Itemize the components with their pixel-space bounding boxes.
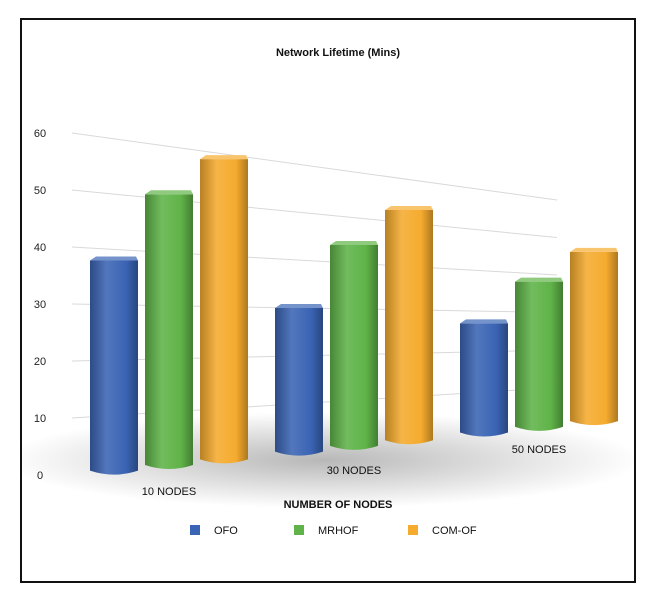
legend-swatch xyxy=(294,525,304,535)
y-tick-label: 50 xyxy=(34,185,46,197)
legend-swatch xyxy=(190,525,200,535)
legend: OFO MRHOF COM-OF xyxy=(190,525,477,537)
bar-com-of-3 xyxy=(570,247,618,426)
y-axis-ticks: 0 10 20 30 40 50 60 xyxy=(34,128,46,482)
y-tick-label: 30 xyxy=(34,299,46,311)
legend-label: MRHOF xyxy=(318,525,359,537)
bar-mrhof-1 xyxy=(145,190,193,469)
chart-frame: Network Lifetime (Mins) 0 10 20 30 40 50 60 10… xyxy=(20,18,636,583)
x-tick-label: 10 NODES xyxy=(142,486,196,498)
legend-swatch xyxy=(408,525,418,535)
bar-ofo-1 xyxy=(90,256,138,475)
gridline xyxy=(71,246,558,276)
y-tick-label: 0 xyxy=(37,470,43,482)
bar-ofo-3 xyxy=(460,319,508,437)
legend-item-com-of: COM-OF xyxy=(408,525,477,537)
gridline xyxy=(71,189,558,238)
y-tick-label: 10 xyxy=(34,413,46,425)
bars xyxy=(90,155,618,475)
legend-label: OFO xyxy=(214,525,238,537)
legend-item-mrhof: MRHOF xyxy=(294,525,359,537)
bar-ofo-2 xyxy=(275,303,323,456)
y-tick-label: 60 xyxy=(34,128,46,140)
bar-mrhof-2 xyxy=(330,241,378,450)
x-tick-label: 30 NODES xyxy=(327,465,381,477)
legend-label: COM-OF xyxy=(432,525,477,537)
bar-com-of-1 xyxy=(200,155,248,464)
chart-title: Network Lifetime (Mins) xyxy=(276,47,400,59)
x-tick-label: 50 NODES xyxy=(512,444,566,456)
bar-mrhof-3 xyxy=(515,277,563,431)
bar-com-of-2 xyxy=(385,205,433,445)
y-tick-label: 40 xyxy=(34,242,46,254)
x-axis-categories: 10 NODES 30 NODES 50 NODES xyxy=(142,444,566,498)
gridline xyxy=(71,132,558,201)
bar-chart: Network Lifetime (Mins) 0 10 20 30 40 50 60 10… xyxy=(22,47,634,537)
y-tick-label: 20 xyxy=(34,356,46,368)
x-axis-label: NUMBER OF NODES xyxy=(284,499,393,511)
legend-item-ofo: OFO xyxy=(190,525,238,537)
